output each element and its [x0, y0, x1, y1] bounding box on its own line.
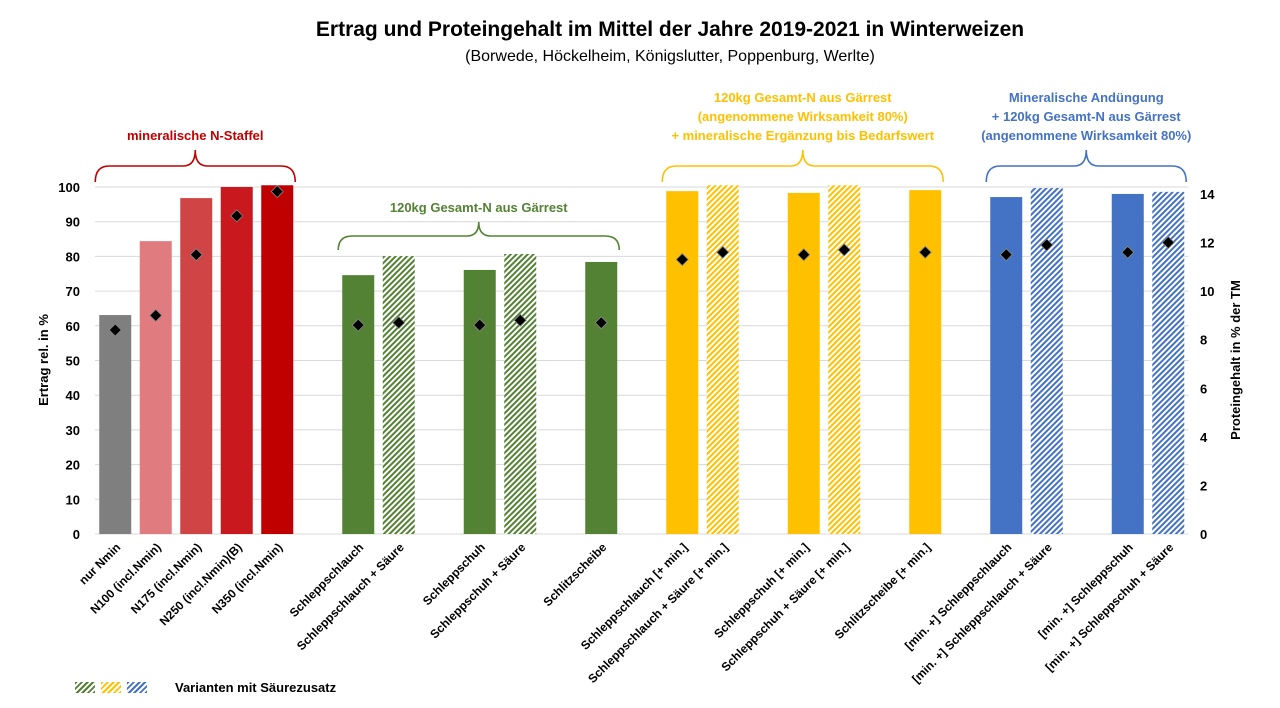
legend: Varianten mit Säurezusatz: [75, 680, 336, 695]
x-tick-label: N350 (incl.Nmin): [209, 540, 285, 616]
bar: [261, 185, 294, 534]
annotation-gaerrest-min: (angenommene Wirksamkeit 80%): [698, 109, 908, 124]
protein-marker: [230, 209, 244, 223]
y2-tick-label: 0: [1200, 527, 1207, 542]
y2-tick-label: 14: [1200, 187, 1215, 202]
legend-swatch-blue: [127, 682, 147, 693]
bracket-gaerrest: [337, 221, 621, 251]
bar: [909, 190, 942, 535]
y-tick-label: 0: [73, 527, 80, 542]
protein-marker: [675, 253, 689, 267]
bar: [666, 191, 699, 534]
y-tick-label: 10: [66, 492, 80, 507]
bar: [342, 275, 375, 534]
y2-tick-label: 12: [1200, 236, 1214, 251]
protein-marker: [716, 245, 730, 259]
protein-marker: [837, 243, 851, 257]
bar: [99, 315, 132, 534]
annotation-min-gaerrest: Mineralische Andüngung: [1009, 90, 1164, 105]
chart-subtitle: (Borwede, Höckelheim, Königslutter, Popp…: [465, 48, 875, 65]
protein-marker: [1121, 245, 1135, 259]
protein-marker: [270, 185, 284, 199]
y-axis-label: Ertrag rel. in %: [36, 314, 51, 406]
y2-axis-label: Proteingehalt in % der TM: [1228, 280, 1243, 440]
legend-label: Varianten mit Säurezusatz: [175, 680, 337, 695]
protein-marker: [999, 248, 1013, 262]
annotation-gaerrest-min: + mineralische Ergänzung bis Bedarfswert: [671, 128, 934, 143]
bar: [463, 269, 496, 534]
y2-tick-label: 4: [1200, 430, 1208, 445]
protein-marker: [797, 248, 811, 262]
y-tick-label: 80: [66, 249, 80, 264]
bracket-min-gaerrest: [985, 149, 1188, 183]
protein-marker: [108, 323, 122, 337]
protein-marker: [392, 316, 406, 330]
protein-marker: [351, 318, 365, 332]
bracket-gaerrest-min: [661, 149, 945, 183]
protein-marker: [594, 316, 608, 330]
y-tick-label: 50: [66, 354, 80, 369]
bar: [585, 261, 618, 534]
bar: [382, 256, 415, 534]
annotation-min-gaerrest: (angenommene Wirksamkeit 80%): [981, 128, 1191, 143]
annotation-gaerrest-min: 120kg Gesamt-N aus Gärrest: [714, 90, 892, 105]
legend-swatch-green: [75, 682, 95, 693]
y2-tick-label: 10: [1200, 284, 1214, 299]
y2-tick-label: 8: [1200, 333, 1207, 348]
protein-marker: [189, 248, 203, 262]
protein-marker: [918, 245, 932, 259]
annotation-min-gaerrest: + 120kg Gesamt-N aus Gärrest: [992, 109, 1182, 124]
bar: [1111, 193, 1144, 534]
y-tick-label: 20: [66, 458, 80, 473]
bar: [787, 192, 820, 535]
y-tick-label: 40: [66, 388, 80, 403]
chart-title: Ertrag und Proteingehalt im Mittel der J…: [315, 18, 1025, 41]
protein-marker: [1161, 236, 1175, 250]
y-tick-label: 70: [66, 284, 80, 299]
protein-marker: [473, 318, 487, 332]
protein-marker: [513, 313, 527, 327]
bar: [990, 197, 1023, 535]
y2-tick-label: 2: [1200, 478, 1207, 493]
protein-marker: [149, 308, 163, 322]
bar: [706, 185, 739, 534]
annotation-mineral: mineralische N-Staffel: [127, 128, 264, 143]
y-tick-label: 90: [66, 215, 80, 230]
x-tick-label: Schlitzscheibe: [541, 540, 610, 609]
bar: [504, 253, 537, 534]
bar: [139, 241, 172, 534]
protein-marker: [1040, 238, 1054, 252]
x-tick-label: Schleppschlauch: [287, 540, 367, 620]
y-tick-label: 30: [66, 423, 80, 438]
bar: [220, 187, 253, 534]
y-tick-label: 60: [66, 319, 80, 334]
bracket-mineral: [94, 149, 297, 183]
y2-tick-label: 6: [1200, 381, 1207, 396]
legend-swatch-yellow: [101, 682, 121, 693]
bar: [828, 185, 861, 534]
annotation-gaerrest: 120kg Gesamt-N aus Gärrest: [390, 200, 568, 215]
x-tick-label: N100 (incl.Nmin): [87, 540, 163, 616]
y-tick-label: 100: [58, 180, 80, 195]
x-tick-label: N175 (incl.Nmin): [128, 540, 204, 616]
